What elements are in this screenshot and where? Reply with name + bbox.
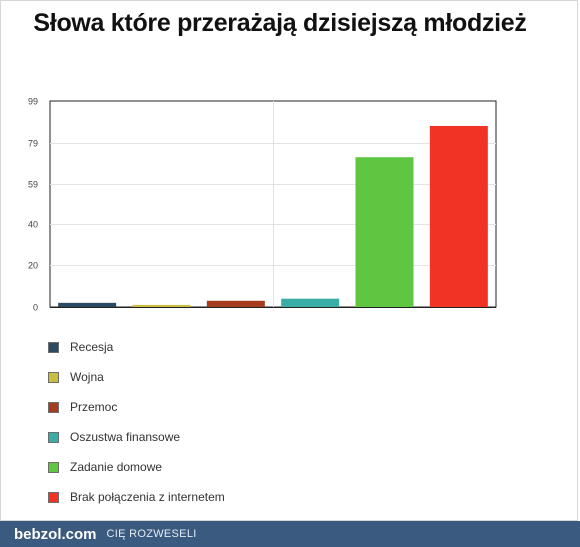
legend-entry: Zadanie domowe	[48, 452, 225, 482]
y-tick-label: 79	[28, 139, 38, 149]
legend-entry: Wojna	[48, 362, 225, 392]
legend-label: Oszustwa finansowe	[70, 430, 181, 444]
bar-chart: 0 20 40 59 79 99	[28, 97, 497, 313]
site-footer: bebzol.com CIĘ ROZWESELI	[0, 521, 580, 547]
chart-legend: Recesja Wojna Przemoc Oszustwa finansowe Zad…	[48, 332, 225, 512]
bar-brak-po-czenia-z-internetem	[429, 125, 488, 307]
legend-swatch	[48, 341, 59, 353]
y-tick-label: 99	[28, 97, 38, 107]
chart-frame	[0, 0, 578, 521]
legend-entry: Brak połączenia z internetem	[48, 482, 225, 512]
y-tick-label: 59	[28, 180, 38, 190]
legend-label: Brak połączenia z internetem	[70, 490, 225, 504]
legend-swatch	[48, 431, 59, 443]
bar-recesja	[58, 302, 117, 307]
legend-swatch	[48, 401, 59, 413]
legend-label: Przemoc	[70, 400, 118, 414]
site-slogan: CIĘ ROZWESELI	[106, 528, 197, 540]
legend-label: Recesja	[70, 340, 114, 354]
legend-label: Wojna	[70, 370, 104, 384]
legend-label: Zadanie domowe	[70, 460, 163, 474]
legend-entry: Oszustwa finansowe	[48, 422, 225, 452]
legend-entry: Przemoc	[48, 392, 225, 422]
bar-zadanie-domowe	[355, 157, 414, 307]
y-tick-label: 0	[33, 303, 38, 313]
y-tick-label: 20	[28, 261, 38, 271]
y-tick-label: 40	[28, 220, 38, 230]
legend-swatch	[48, 491, 59, 503]
bar-wojna	[132, 304, 191, 307]
legend-swatch	[48, 461, 59, 473]
legend-entry: Recesja	[48, 332, 225, 362]
chart-title: Słowa które przerażają dzisiejszą młodzi…	[33, 9, 527, 37]
bar-przemoc	[206, 300, 265, 307]
bar-oszustwa-finansowe	[281, 298, 340, 307]
legend-swatch	[48, 371, 59, 383]
site-logo[interactable]: bebzol.com	[14, 525, 97, 543]
